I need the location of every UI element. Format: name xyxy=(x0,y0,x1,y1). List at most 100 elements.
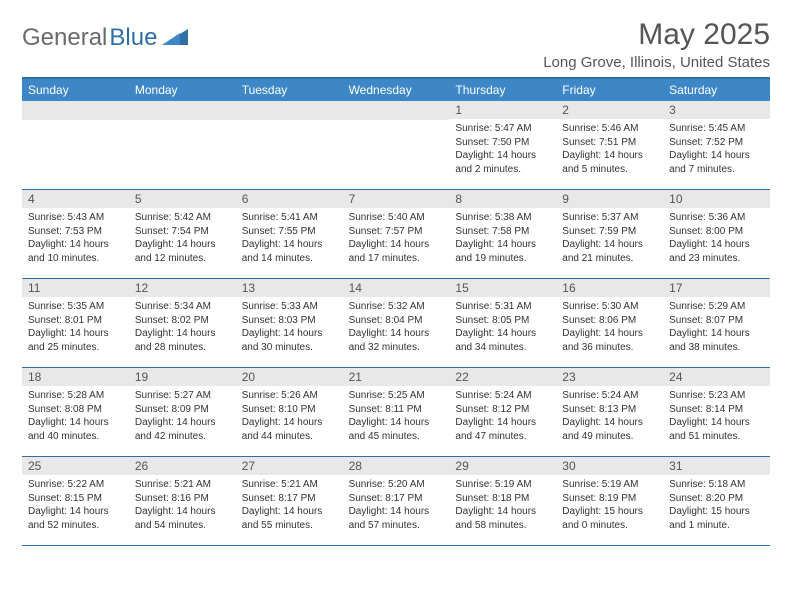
sunset-text: Sunset: 7:54 PM xyxy=(135,225,230,239)
day-details: Sunrise: 5:41 AMSunset: 7:55 PMDaylight:… xyxy=(236,208,343,270)
day-number xyxy=(343,101,450,120)
sunset-text: Sunset: 7:50 PM xyxy=(455,136,550,150)
day-details: Sunrise: 5:46 AMSunset: 7:51 PMDaylight:… xyxy=(556,119,663,181)
day-cell: 27Sunrise: 5:21 AMSunset: 8:17 PMDayligh… xyxy=(236,457,343,545)
day-details: Sunrise: 5:38 AMSunset: 7:58 PMDaylight:… xyxy=(449,208,556,270)
day-details: Sunrise: 5:37 AMSunset: 7:59 PMDaylight:… xyxy=(556,208,663,270)
daylight-text: Daylight: 14 hours and 32 minutes. xyxy=(349,327,444,354)
day-cell: 24Sunrise: 5:23 AMSunset: 8:14 PMDayligh… xyxy=(663,368,770,456)
day-details: Sunrise: 5:32 AMSunset: 8:04 PMDaylight:… xyxy=(343,297,450,359)
sunset-text: Sunset: 8:15 PM xyxy=(28,492,123,506)
sunrise-text: Sunrise: 5:47 AM xyxy=(455,122,550,136)
day-details: Sunrise: 5:20 AMSunset: 8:17 PMDaylight:… xyxy=(343,475,450,537)
sunrise-text: Sunrise: 5:42 AM xyxy=(135,211,230,225)
sunset-text: Sunset: 8:06 PM xyxy=(562,314,657,328)
day-cell: 9Sunrise: 5:37 AMSunset: 7:59 PMDaylight… xyxy=(556,190,663,278)
sunset-text: Sunset: 8:11 PM xyxy=(349,403,444,417)
logo-text-general: General xyxy=(22,24,107,52)
sunset-text: Sunset: 7:59 PM xyxy=(562,225,657,239)
day-details: Sunrise: 5:24 AMSunset: 8:12 PMDaylight:… xyxy=(449,386,556,448)
sunset-text: Sunset: 8:05 PM xyxy=(455,314,550,328)
sunrise-text: Sunrise: 5:43 AM xyxy=(28,211,123,225)
day-number: 13 xyxy=(236,279,343,297)
day-number: 2 xyxy=(556,101,663,119)
sunset-text: Sunset: 7:55 PM xyxy=(242,225,337,239)
day-cell: 17Sunrise: 5:29 AMSunset: 8:07 PMDayligh… xyxy=(663,279,770,367)
day-number xyxy=(236,101,343,120)
sunset-text: Sunset: 8:08 PM xyxy=(28,403,123,417)
sunset-text: Sunset: 7:57 PM xyxy=(349,225,444,239)
sunrise-text: Sunrise: 5:19 AM xyxy=(455,478,550,492)
daylight-text: Daylight: 14 hours and 44 minutes. xyxy=(242,416,337,443)
day-cell: 2Sunrise: 5:46 AMSunset: 7:51 PMDaylight… xyxy=(556,101,663,189)
day-details: Sunrise: 5:47 AMSunset: 7:50 PMDaylight:… xyxy=(449,119,556,181)
day-number: 21 xyxy=(343,368,450,386)
day-cell: 10Sunrise: 5:36 AMSunset: 8:00 PMDayligh… xyxy=(663,190,770,278)
day-cell: 4Sunrise: 5:43 AMSunset: 7:53 PMDaylight… xyxy=(22,190,129,278)
daylight-text: Daylight: 15 hours and 1 minute. xyxy=(669,505,764,532)
day-details: Sunrise: 5:31 AMSunset: 8:05 PMDaylight:… xyxy=(449,297,556,359)
daylight-text: Daylight: 14 hours and 49 minutes. xyxy=(562,416,657,443)
day-number: 4 xyxy=(22,190,129,208)
sunrise-text: Sunrise: 5:24 AM xyxy=(455,389,550,403)
day-number: 19 xyxy=(129,368,236,386)
day-cell: 28Sunrise: 5:20 AMSunset: 8:17 PMDayligh… xyxy=(343,457,450,545)
day-number: 20 xyxy=(236,368,343,386)
day-cell: 6Sunrise: 5:41 AMSunset: 7:55 PMDaylight… xyxy=(236,190,343,278)
day-number: 7 xyxy=(343,190,450,208)
daylight-text: Daylight: 14 hours and 19 minutes. xyxy=(455,238,550,265)
day-cell: 7Sunrise: 5:40 AMSunset: 7:57 PMDaylight… xyxy=(343,190,450,278)
day-details: Sunrise: 5:45 AMSunset: 7:52 PMDaylight:… xyxy=(663,119,770,181)
sunset-text: Sunset: 8:12 PM xyxy=(455,403,550,417)
day-details: Sunrise: 5:24 AMSunset: 8:13 PMDaylight:… xyxy=(556,386,663,448)
daylight-text: Daylight: 14 hours and 21 minutes. xyxy=(562,238,657,265)
sunrise-text: Sunrise: 5:31 AM xyxy=(455,300,550,314)
weeks-container: 1Sunrise: 5:47 AMSunset: 7:50 PMDaylight… xyxy=(22,101,770,546)
day-cell xyxy=(343,101,450,189)
day-cell: 11Sunrise: 5:35 AMSunset: 8:01 PMDayligh… xyxy=(22,279,129,367)
day-number xyxy=(22,101,129,120)
day-number: 24 xyxy=(663,368,770,386)
day-details: Sunrise: 5:43 AMSunset: 7:53 PMDaylight:… xyxy=(22,208,129,270)
day-details: Sunrise: 5:40 AMSunset: 7:57 PMDaylight:… xyxy=(343,208,450,270)
sunset-text: Sunset: 8:03 PM xyxy=(242,314,337,328)
daylight-text: Daylight: 14 hours and 28 minutes. xyxy=(135,327,230,354)
day-cell: 8Sunrise: 5:38 AMSunset: 7:58 PMDaylight… xyxy=(449,190,556,278)
sunset-text: Sunset: 7:51 PM xyxy=(562,136,657,150)
sunrise-text: Sunrise: 5:36 AM xyxy=(669,211,764,225)
day-number: 28 xyxy=(343,457,450,475)
day-cell: 14Sunrise: 5:32 AMSunset: 8:04 PMDayligh… xyxy=(343,279,450,367)
sunrise-text: Sunrise: 5:26 AM xyxy=(242,389,337,403)
sunrise-text: Sunrise: 5:21 AM xyxy=(135,478,230,492)
sunset-text: Sunset: 8:10 PM xyxy=(242,403,337,417)
day-cell: 30Sunrise: 5:19 AMSunset: 8:19 PMDayligh… xyxy=(556,457,663,545)
day-number: 30 xyxy=(556,457,663,475)
sunset-text: Sunset: 8:13 PM xyxy=(562,403,657,417)
sunset-text: Sunset: 7:52 PM xyxy=(669,136,764,150)
day-number: 18 xyxy=(22,368,129,386)
header: GeneralBlue May 2025 Long Grove, Illinoi… xyxy=(22,18,770,71)
sunset-text: Sunset: 8:01 PM xyxy=(28,314,123,328)
sunset-text: Sunset: 8:16 PM xyxy=(135,492,230,506)
day-number: 9 xyxy=(556,190,663,208)
sunrise-text: Sunrise: 5:27 AM xyxy=(135,389,230,403)
sunrise-text: Sunrise: 5:28 AM xyxy=(28,389,123,403)
day-cell: 3Sunrise: 5:45 AMSunset: 7:52 PMDaylight… xyxy=(663,101,770,189)
sunrise-text: Sunrise: 5:40 AM xyxy=(349,211,444,225)
sunrise-text: Sunrise: 5:46 AM xyxy=(562,122,657,136)
sunset-text: Sunset: 8:17 PM xyxy=(349,492,444,506)
day-cell: 18Sunrise: 5:28 AMSunset: 8:08 PMDayligh… xyxy=(22,368,129,456)
daylight-text: Daylight: 14 hours and 36 minutes. xyxy=(562,327,657,354)
daylight-text: Daylight: 14 hours and 38 minutes. xyxy=(669,327,764,354)
weekday-header: Sunday xyxy=(22,79,129,101)
calendar-page: GeneralBlue May 2025 Long Grove, Illinoi… xyxy=(0,0,792,556)
day-cell xyxy=(236,101,343,189)
daylight-text: Daylight: 14 hours and 7 minutes. xyxy=(669,149,764,176)
day-cell: 16Sunrise: 5:30 AMSunset: 8:06 PMDayligh… xyxy=(556,279,663,367)
day-details: Sunrise: 5:42 AMSunset: 7:54 PMDaylight:… xyxy=(129,208,236,270)
day-cell xyxy=(129,101,236,189)
daylight-text: Daylight: 14 hours and 30 minutes. xyxy=(242,327,337,354)
day-number: 17 xyxy=(663,279,770,297)
weekday-header: Saturday xyxy=(663,79,770,101)
logo: GeneralBlue xyxy=(22,24,188,52)
